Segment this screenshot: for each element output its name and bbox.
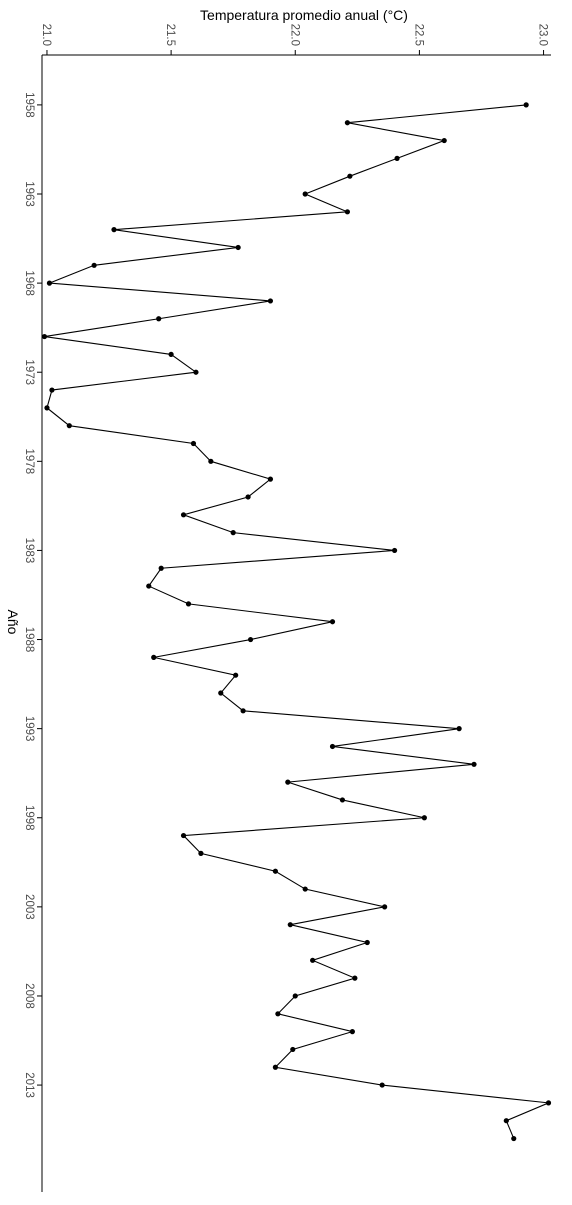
- year-tick-label: 2013: [23, 1072, 35, 1098]
- data-point: [44, 405, 50, 411]
- data-point: [391, 547, 398, 554]
- data-point: [302, 886, 308, 892]
- year-tick-label: 2008: [23, 983, 35, 1009]
- data-point: [503, 1118, 509, 1124]
- data-point: [185, 601, 192, 607]
- data-point: [240, 708, 246, 714]
- data-point: [344, 209, 350, 215]
- temperature-tick-label: 22.5: [412, 24, 424, 46]
- data-point: [290, 1046, 296, 1053]
- data-point: [523, 102, 529, 108]
- axes-layer: 21.0 21.5 22.0 22.5 23.0 1958 1963 1968 1973 1978…: [23, 24, 551, 1192]
- data-point: [364, 939, 370, 946]
- data-point: [310, 957, 316, 963]
- data-point: [285, 779, 291, 785]
- year-tick-label: 1978: [23, 449, 35, 475]
- year-tick-label: 2003: [23, 894, 35, 920]
- year-axis-title: Año: [5, 610, 21, 635]
- data-point: [441, 137, 447, 144]
- data-point: [471, 761, 477, 767]
- data-point: [233, 672, 239, 678]
- data-point: [146, 583, 152, 589]
- data-point: [329, 743, 336, 750]
- data-point: [218, 690, 224, 696]
- data-point: [287, 922, 293, 928]
- data-point: [193, 369, 199, 375]
- data-point: [190, 440, 197, 447]
- data-point: [456, 726, 462, 732]
- year-tick-label: 1958: [23, 92, 35, 118]
- year-tick-label: 1973: [23, 359, 35, 385]
- data-point: [394, 155, 400, 161]
- temperature-tick-label: 21.0: [40, 24, 52, 46]
- data-point: [49, 387, 55, 393]
- data-point: [302, 191, 308, 197]
- data-point: [208, 458, 214, 464]
- data-point: [329, 619, 336, 625]
- data-point: [91, 262, 97, 268]
- temperature-tick-label: 23.0: [537, 24, 549, 46]
- temperature-tick-label: 22.0: [288, 24, 300, 46]
- data-point: [158, 565, 164, 571]
- data-point: [267, 476, 274, 482]
- data-point: [347, 173, 353, 179]
- temperature-tick-label: 21.5: [164, 24, 176, 46]
- temperature-axis-title: Temperatura promedio anual (°C): [200, 7, 408, 23]
- data-point: [349, 1029, 355, 1035]
- data-point: [421, 815, 427, 821]
- data-point: [168, 351, 174, 357]
- data-point: [180, 832, 187, 839]
- year-tick-label: 1993: [23, 716, 35, 742]
- data-point: [267, 298, 274, 304]
- data-point: [46, 280, 53, 286]
- data-point: [344, 120, 350, 126]
- year-tick-label: 1983: [23, 538, 35, 564]
- data-point: [352, 975, 358, 981]
- data-point: [292, 993, 298, 999]
- data-point: [339, 797, 346, 803]
- data-point: [247, 636, 254, 643]
- data-point: [41, 333, 48, 340]
- data-point: [245, 494, 251, 500]
- data-point: [382, 904, 388, 910]
- data-point: [230, 530, 236, 536]
- data-point: [379, 1082, 385, 1088]
- data-point: [66, 423, 72, 429]
- data-point: [272, 868, 278, 874]
- data-point: [151, 654, 157, 660]
- data-point: [275, 1011, 281, 1017]
- year-tick-label: 1998: [23, 805, 35, 831]
- data-point: [272, 1064, 278, 1070]
- data-point: [180, 512, 187, 518]
- data-point: [545, 1100, 552, 1106]
- year-tick-label: 1963: [23, 181, 35, 207]
- data-point: [511, 1135, 517, 1142]
- year-tick-label: 1988: [23, 627, 35, 653]
- data-point: [111, 227, 117, 233]
- data-point: [156, 316, 162, 322]
- data-point: [235, 244, 241, 251]
- series-layer: [41, 102, 552, 1142]
- data-point: [198, 850, 204, 856]
- year-tick-label: 1968: [23, 270, 35, 296]
